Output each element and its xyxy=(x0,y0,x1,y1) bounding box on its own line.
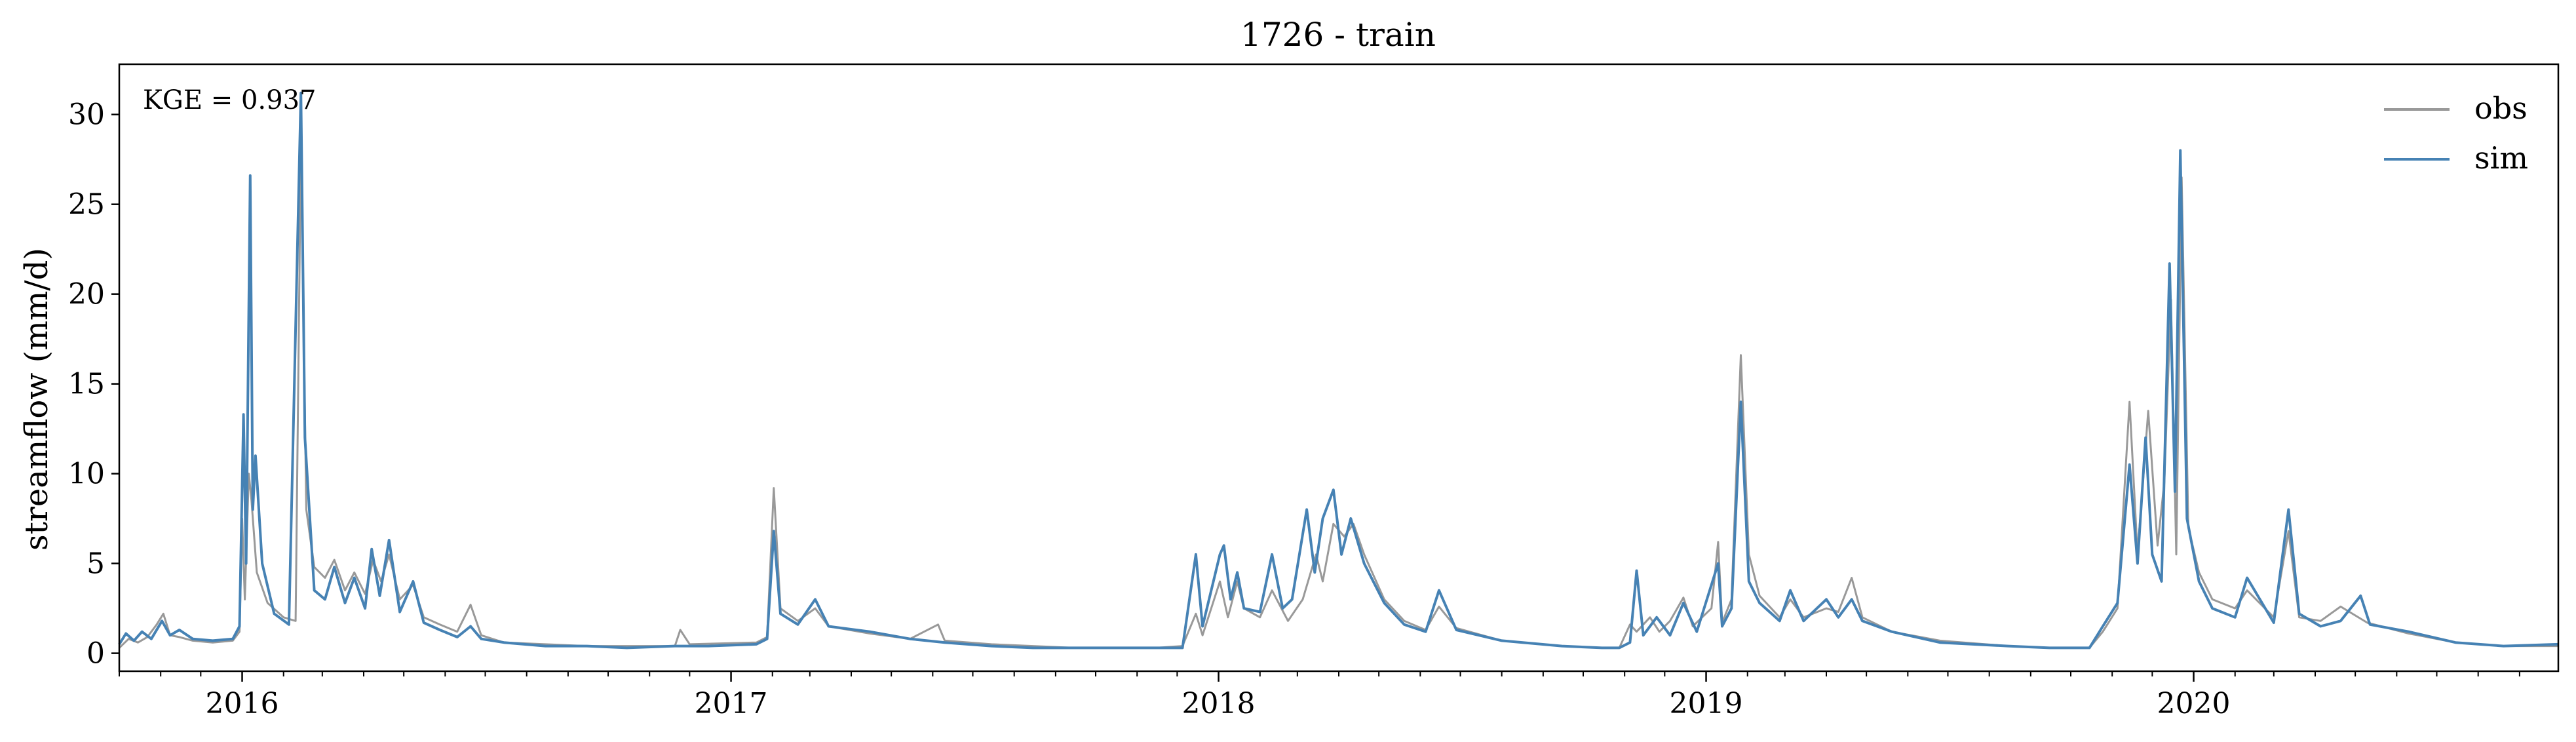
y-tick-label: 30 xyxy=(68,98,105,132)
y-axis-ticks: 0 5 10 15 20 25 30 xyxy=(68,98,119,671)
x-tick-label: 2018 xyxy=(1182,687,1256,720)
legend-sim-label: sim xyxy=(2474,140,2528,176)
y-tick-label: 15 xyxy=(68,368,105,401)
chart-title: 1726 - train xyxy=(1240,16,1436,54)
series-line-obs xyxy=(118,140,2558,649)
plot-area xyxy=(118,91,2559,650)
series-line-sim xyxy=(118,91,2559,650)
plot-frame xyxy=(118,63,2560,673)
y-tick-label: 0 xyxy=(87,637,105,671)
legend: obs sim xyxy=(2384,90,2528,176)
y-tick-label: 25 xyxy=(68,188,105,222)
x-tick-label: 2020 xyxy=(2157,687,2231,720)
y-tick-label: 20 xyxy=(68,278,105,311)
x-axis-ticks: 2016 2017 2018 2019 2020 xyxy=(119,671,2520,720)
x-tick-label: 2017 xyxy=(695,687,768,720)
y-axis-label: streamflow (mm/d) xyxy=(18,248,55,551)
x-tick-label: 2019 xyxy=(1670,687,1743,720)
legend-obs-label: obs xyxy=(2474,90,2528,126)
x-tick-label: 2016 xyxy=(206,687,279,720)
y-tick-label: 5 xyxy=(87,547,105,581)
kge-annotation: KGE = 0.937 xyxy=(143,85,317,115)
y-tick-label: 10 xyxy=(68,458,105,491)
